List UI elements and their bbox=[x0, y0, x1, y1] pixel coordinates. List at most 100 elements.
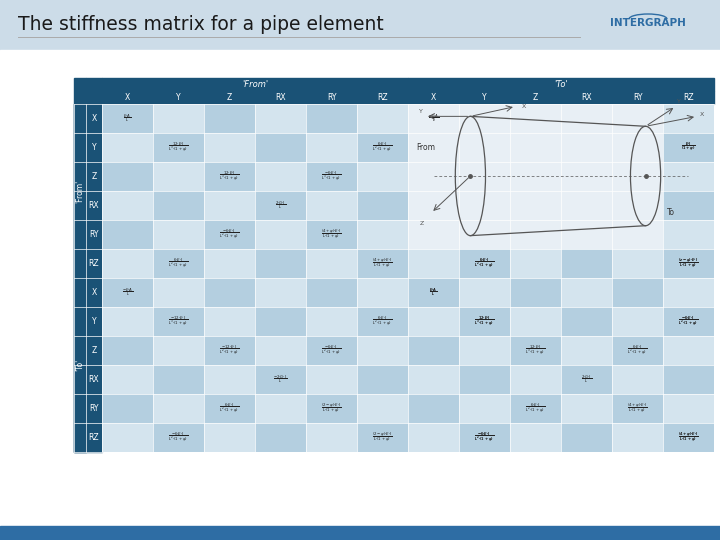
Text: X: X bbox=[522, 104, 526, 109]
Text: RX: RX bbox=[581, 93, 592, 102]
Bar bbox=[102, 220, 153, 249]
Text: $\frac{12{\cdot}E{\cdot}I}{L^3{\cdot}(1+\varphi)}$: $\frac{12{\cdot}E{\cdot}I}{L^3{\cdot}(1+… bbox=[474, 315, 495, 328]
Bar bbox=[561, 423, 612, 452]
Text: $\frac{(4+\varphi){\cdot}E{\cdot}I}{L{\cdot}(1+\varphi)}$: $\frac{(4+\varphi){\cdot}E{\cdot}I}{L{\c… bbox=[321, 228, 342, 241]
Bar bbox=[510, 133, 561, 162]
Text: $\frac{12{\cdot}E{\cdot}I}{L^3{\cdot}(1+\varphi)}$: $\frac{12{\cdot}E{\cdot}I}{L^3{\cdot}(1+… bbox=[526, 343, 546, 357]
Bar bbox=[74, 365, 86, 394]
Bar bbox=[663, 162, 714, 191]
Bar bbox=[255, 307, 306, 336]
Bar bbox=[204, 249, 255, 278]
Bar bbox=[153, 104, 204, 133]
Bar bbox=[74, 307, 86, 336]
Bar bbox=[153, 278, 204, 307]
Bar bbox=[663, 91, 714, 104]
Text: Z: Z bbox=[420, 221, 424, 226]
Text: RY: RY bbox=[327, 93, 336, 102]
Text: The stiffness matrix for a pipe element: The stiffness matrix for a pipe element bbox=[18, 15, 384, 33]
Bar bbox=[510, 91, 561, 104]
Bar bbox=[204, 336, 255, 365]
Text: RY: RY bbox=[633, 93, 642, 102]
Text: $\frac{-6{\cdot}E{\cdot}I}{L^2{\cdot}(1+\varphi)}$: $\frac{-6{\cdot}E{\cdot}I}{L^2{\cdot}(1+… bbox=[474, 431, 495, 444]
Text: X: X bbox=[700, 112, 704, 117]
Bar bbox=[561, 220, 612, 249]
Bar bbox=[561, 91, 612, 104]
Bar bbox=[153, 91, 204, 104]
Bar bbox=[459, 307, 510, 336]
Bar bbox=[459, 104, 510, 133]
Bar bbox=[357, 423, 408, 452]
Bar bbox=[86, 191, 102, 220]
Text: X: X bbox=[91, 288, 96, 297]
Bar bbox=[86, 104, 102, 133]
Bar bbox=[255, 249, 306, 278]
Bar bbox=[153, 394, 204, 423]
Text: $\frac{2{\cdot}G{\cdot}I}{L}$: $\frac{2{\cdot}G{\cdot}I}{L}$ bbox=[581, 374, 592, 386]
Bar bbox=[306, 162, 357, 191]
Bar bbox=[74, 162, 86, 191]
Bar bbox=[306, 394, 357, 423]
Text: Z: Z bbox=[91, 346, 96, 355]
Text: Y: Y bbox=[176, 93, 181, 102]
Text: $\frac{-6{\cdot}E{\cdot}I}{L^2{\cdot}(1+\varphi)}$: $\frac{-6{\cdot}E{\cdot}I}{L^2{\cdot}(1+… bbox=[321, 343, 341, 357]
Text: 'From': 'From' bbox=[242, 80, 268, 89]
Bar bbox=[408, 307, 459, 336]
Bar bbox=[153, 133, 204, 162]
Bar bbox=[459, 365, 510, 394]
Text: $\frac{-6{\cdot}E{\cdot}I}{L^2{\cdot}(1+\varphi)}$: $\frac{-6{\cdot}E{\cdot}I}{L^2{\cdot}(1+… bbox=[474, 431, 495, 444]
Bar bbox=[357, 104, 408, 133]
Text: $\frac{12{\cdot}E{\cdot}I}{L^3{\cdot}(1+\varphi)}$: $\frac{12{\cdot}E{\cdot}I}{L^3{\cdot}(1+… bbox=[220, 170, 240, 184]
Bar bbox=[204, 133, 255, 162]
Text: 'To': 'To' bbox=[554, 80, 568, 89]
Bar bbox=[663, 423, 714, 452]
Bar bbox=[74, 423, 86, 452]
Text: 'From': 'From' bbox=[76, 179, 84, 202]
Bar bbox=[306, 91, 357, 104]
Bar bbox=[153, 220, 204, 249]
Bar bbox=[255, 394, 306, 423]
Bar bbox=[102, 249, 153, 278]
Text: Y: Y bbox=[418, 109, 423, 113]
Bar bbox=[86, 278, 102, 307]
Bar bbox=[86, 336, 102, 365]
Text: $\frac{(2-\varphi){\cdot}E{\cdot}I}{L{\cdot}(1+\varphi)}$: $\frac{(2-\varphi){\cdot}E{\cdot}I}{L{\c… bbox=[321, 402, 342, 415]
Bar bbox=[255, 423, 306, 452]
Text: Y: Y bbox=[91, 143, 96, 152]
Bar bbox=[86, 78, 102, 104]
Text: RZ: RZ bbox=[89, 259, 99, 268]
Bar bbox=[357, 91, 408, 104]
Bar bbox=[74, 336, 86, 365]
Bar bbox=[408, 162, 459, 191]
Text: RX: RX bbox=[89, 375, 99, 384]
Bar bbox=[408, 220, 459, 249]
Bar bbox=[663, 220, 714, 249]
Bar bbox=[510, 423, 561, 452]
Bar bbox=[74, 104, 86, 278]
Text: RY: RY bbox=[89, 230, 99, 239]
Bar bbox=[306, 336, 357, 365]
Bar bbox=[561, 133, 612, 162]
Bar bbox=[510, 191, 561, 220]
Text: $\frac{-E{\cdot}A}{L}$: $\frac{-E{\cdot}A}{L}$ bbox=[428, 113, 439, 124]
Bar bbox=[86, 394, 102, 423]
Bar bbox=[357, 191, 408, 220]
Bar bbox=[204, 278, 255, 307]
Bar bbox=[612, 220, 663, 249]
Bar bbox=[561, 365, 612, 394]
Text: $\frac{-12{\cdot}E{\cdot}I}{L^2{\cdot}(1+\varphi)}$: $\frac{-12{\cdot}E{\cdot}I}{L^2{\cdot}(1… bbox=[220, 343, 240, 357]
Bar bbox=[74, 78, 86, 104]
Text: Y: Y bbox=[482, 93, 487, 102]
Text: 'To': 'To' bbox=[76, 359, 84, 371]
Bar bbox=[86, 133, 102, 162]
Bar bbox=[663, 133, 714, 162]
Bar bbox=[255, 162, 306, 191]
Text: $\frac{(2-\varphi){\cdot}E{\cdot}I}{L{\cdot}(1+\varphi)}$: $\frac{(2-\varphi){\cdot}E{\cdot}I}{L{\c… bbox=[372, 430, 393, 444]
Text: $\frac{6{\cdot}E{\cdot}I}{L^2{\cdot}(1+\varphi)}$: $\frac{6{\cdot}E{\cdot}I}{L^2{\cdot}(1+\… bbox=[220, 402, 240, 415]
Bar bbox=[357, 365, 408, 394]
Bar bbox=[663, 278, 714, 307]
Text: $\frac{-6{\cdot}E{\cdot}I}{L^2{\cdot}(1+\varphi)}$: $\frac{-6{\cdot}E{\cdot}I}{L^2{\cdot}(1+… bbox=[678, 315, 698, 328]
Bar bbox=[408, 394, 459, 423]
Bar bbox=[612, 91, 663, 104]
Bar bbox=[102, 78, 408, 91]
Bar bbox=[306, 133, 357, 162]
